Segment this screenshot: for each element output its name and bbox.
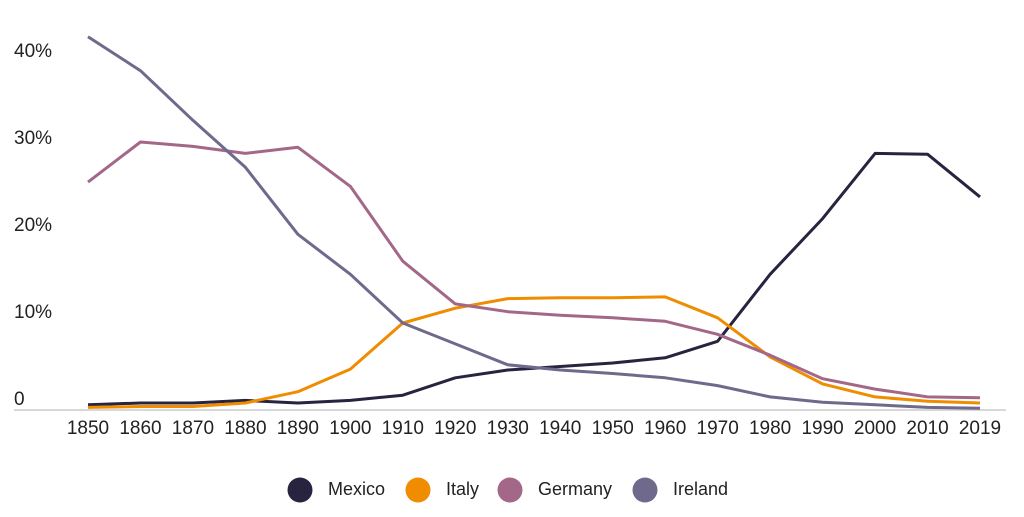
legend-label: Ireland [673, 479, 728, 499]
x-tick-label: 1930 [487, 418, 529, 439]
x-tick-label: 1980 [749, 418, 791, 439]
series-line-italy [87, 295, 981, 409]
x-tick-label: 1950 [592, 418, 634, 439]
y-tick-label: 30% [14, 128, 52, 149]
x-tick-label: 1910 [382, 418, 424, 439]
x-tick-label: 2019 [959, 418, 1001, 439]
x-tick-label: 1870 [172, 418, 214, 439]
series-lines [87, 35, 981, 410]
x-tick-label: 1940 [539, 418, 581, 439]
legend-swatch [497, 477, 523, 503]
y-tick-label: 0 [14, 389, 25, 410]
legend-item-germany: Germany [497, 477, 612, 503]
x-tick-label: 1900 [329, 418, 371, 439]
y-tick-label: 40% [14, 41, 52, 62]
legend-swatch [632, 477, 658, 503]
legend-swatch [287, 477, 313, 503]
y-tick-label: 10% [14, 302, 52, 323]
x-tick-label: 1880 [224, 418, 266, 439]
legend-swatch [405, 477, 431, 503]
legend-item-mexico: Mexico [287, 477, 385, 503]
x-tick-label: 1960 [644, 418, 686, 439]
x-tick-label: 1860 [119, 418, 161, 439]
series-line-germany [87, 140, 981, 400]
x-tick-label: 1990 [801, 418, 843, 439]
legend-item-italy: Italy [405, 477, 479, 503]
x-tick-label: 1970 [697, 418, 739, 439]
legend-label: Mexico [328, 479, 385, 499]
x-tick-label: 2010 [906, 418, 948, 439]
legend-item-ireland: Ireland [632, 477, 728, 503]
series-line-ireland [87, 35, 981, 410]
y-tick-label: 20% [14, 215, 52, 236]
x-tick-label: 1850 [67, 418, 109, 439]
x-axis: 1850 1860 1870 1880 1890 1900 1910 1920 1930 1940… [67, 418, 1001, 439]
x-tick-label: 1920 [434, 418, 476, 439]
y-axis: 0 10% 20% 30% 40% [14, 41, 52, 410]
legend-label: Italy [446, 479, 479, 499]
x-tick-label: 2000 [854, 418, 896, 439]
legend: Mexico Italy Germany Ireland [287, 477, 728, 503]
legend-label: Germany [538, 479, 612, 499]
x-tick-label: 1890 [277, 418, 319, 439]
